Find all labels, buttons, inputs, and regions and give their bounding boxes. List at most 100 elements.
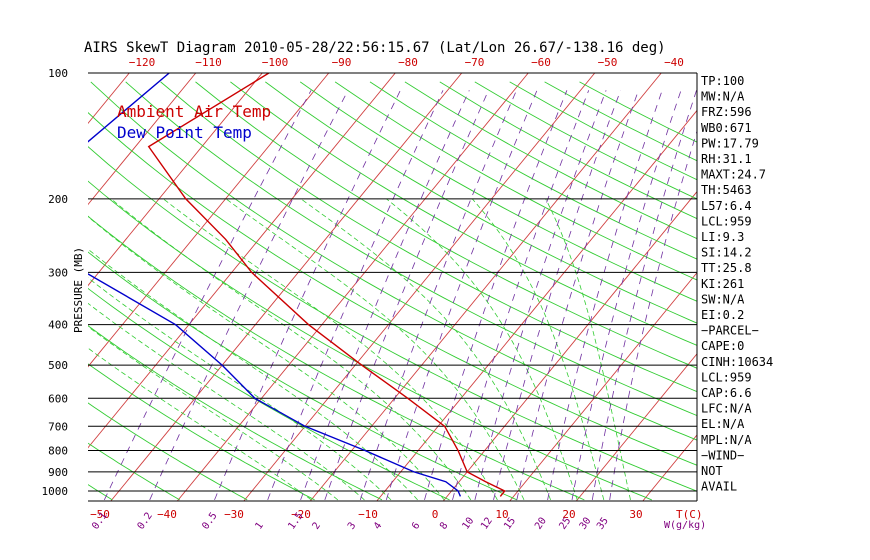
moist-adiabat-line: [88, 248, 418, 501]
dry-adiabat-line: [88, 484, 113, 501]
isotherm-line: [309, 73, 662, 501]
mixing-ratio-unit: W(g/kg): [664, 520, 706, 531]
dry-adiabat-line: [369, 81, 697, 260]
dry-adiabat-line: [160, 81, 697, 393]
bottom-temp-tick-label: 10: [495, 508, 508, 521]
mixing-ratio-label: 0.5: [200, 511, 219, 532]
legend-dew-point-temp: Dew Point Temp: [117, 123, 252, 142]
mixing-ratio-label: 20: [533, 516, 549, 532]
moist-adiabat-line: [300, 198, 551, 501]
stat-line: TH:5463: [701, 183, 752, 197]
stat-line: PW:17.79: [701, 136, 759, 150]
dry-adiabat-line: [230, 81, 697, 346]
plot-frame: [88, 72, 698, 502]
top-temp-tick-label: −60: [531, 56, 551, 69]
top-temp-tick-label: −110: [195, 56, 222, 69]
isotherm-line: [575, 353, 697, 501]
stat-line: MW:N/A: [701, 90, 745, 104]
mixing-ratio-line: [493, 90, 621, 500]
stat-line: SI:14.2: [701, 246, 752, 260]
chart-title: AIRS SkewT Diagram 2010-05-28/22:56:15.6…: [84, 40, 666, 56]
dry-adiabat-line: [88, 325, 383, 501]
top-temp-tick-label: −120: [129, 56, 156, 69]
dry-adiabat-line: [125, 81, 697, 417]
series-line: [88, 73, 462, 497]
top-temp-tick-label: −90: [332, 56, 352, 69]
mixing-ratio-line: [424, 90, 568, 501]
dry-adiabat-line: [88, 402, 248, 501]
stat-line: CINH:10634: [701, 355, 773, 369]
isotherm-line: [376, 109, 697, 501]
mixing-ratio-label: 8: [438, 520, 450, 531]
mixing-ratio-line: [571, 90, 682, 500]
dry-adiabat-line: [88, 215, 585, 501]
isotherm-line: [509, 271, 697, 501]
stat-line: TP:100: [701, 74, 744, 88]
mixing-ratio-label: 0.2: [136, 511, 155, 532]
pressure-tick-label: 1000: [42, 485, 69, 498]
dry-adiabat-line: [88, 111, 697, 466]
stat-line: −WIND−: [701, 448, 744, 462]
dry-adiabat-line: [195, 81, 697, 369]
bottom-temp-tick-label: 30: [629, 508, 642, 521]
stat-line: AVAIL: [701, 480, 737, 494]
mixing-ratio-line: [267, 90, 444, 501]
isotherm-line: [442, 190, 697, 501]
mixing-ratio-label: 12: [479, 516, 495, 532]
moist-adiabat-line: [110, 198, 472, 501]
moist-adiabat-line: [386, 198, 578, 500]
isotherm-line: [88, 73, 263, 287]
stat-line: KI:261: [701, 277, 744, 291]
moist-adiabat-line: [88, 326, 339, 501]
top-temp-tick-label: −50: [598, 56, 618, 69]
pressure-tick-label: 300: [48, 266, 68, 279]
stat-line: CAPE:0: [701, 339, 744, 353]
mixing-ratio-line: [103, 90, 312, 501]
stat-line: −PARCEL−: [701, 324, 759, 338]
stat-line: LFC:N/A: [701, 402, 752, 416]
mixing-ratio-label: 30: [578, 516, 594, 532]
stat-line: FRZ:596: [701, 105, 752, 119]
isotherm-line: [110, 73, 463, 501]
dry-adiabat-line: [299, 81, 697, 302]
mixing-ratio-line: [474, 90, 607, 500]
stat-line: TT:25.8: [701, 261, 752, 275]
series-lines: [88, 73, 506, 497]
top-temp-tick-label: −100: [262, 56, 289, 69]
dry-adiabat-line: [88, 442, 180, 501]
pressure-tick-label: 600: [48, 392, 68, 405]
stat-line: NOT: [701, 464, 723, 478]
moist-adiabat-line: [88, 216, 445, 501]
mixing-ratio-label: 3: [346, 520, 358, 531]
stat-line: LCL:959: [701, 370, 752, 384]
dry-adiabat-line: [90, 81, 697, 441]
bottom-temp-tick-label: −30: [224, 508, 244, 521]
isotherm-line: [88, 73, 396, 449]
mixing-ratio-line: [149, 90, 349, 501]
dry-adiabat-line: [88, 363, 315, 501]
isotherm-line: [0, 73, 63, 501]
stat-line: WB0:671: [701, 121, 752, 135]
y-axis-label: PRESSURE (MB): [72, 247, 85, 333]
mixing-ratio-label: 1: [253, 520, 265, 531]
mixing-ratio-line: [214, 90, 401, 501]
stat-line: L57:6.4: [701, 199, 752, 213]
moist-adiabat-line: [163, 198, 498, 501]
mixing-ratio-line: [324, 90, 489, 501]
top-temp-axis: −120 −110 −100 −90 −80 −70 −60 −50 −40: [129, 56, 684, 69]
dry-adiabat-line: [334, 81, 697, 281]
top-temp-tick-label: −40: [664, 56, 684, 69]
mixing-ratio-line: [300, 90, 470, 501]
dry-adiabat-line: [265, 81, 697, 324]
mixing-ratio-label: 35: [595, 516, 611, 532]
pressure-tick-label: 100: [48, 67, 68, 80]
moist-adiabat-line: [88, 347, 312, 501]
mixing-ratio-line: [452, 90, 590, 501]
isotherm-line: [776, 73, 870, 501]
pressure-tick-label: 900: [48, 466, 68, 479]
moist-adiabat-line: [225, 198, 525, 501]
bottom-temp-tick-label: −50: [90, 508, 110, 521]
bottom-temp-tick-label: −10: [358, 508, 378, 521]
dry-adiabat-line: [88, 251, 518, 501]
